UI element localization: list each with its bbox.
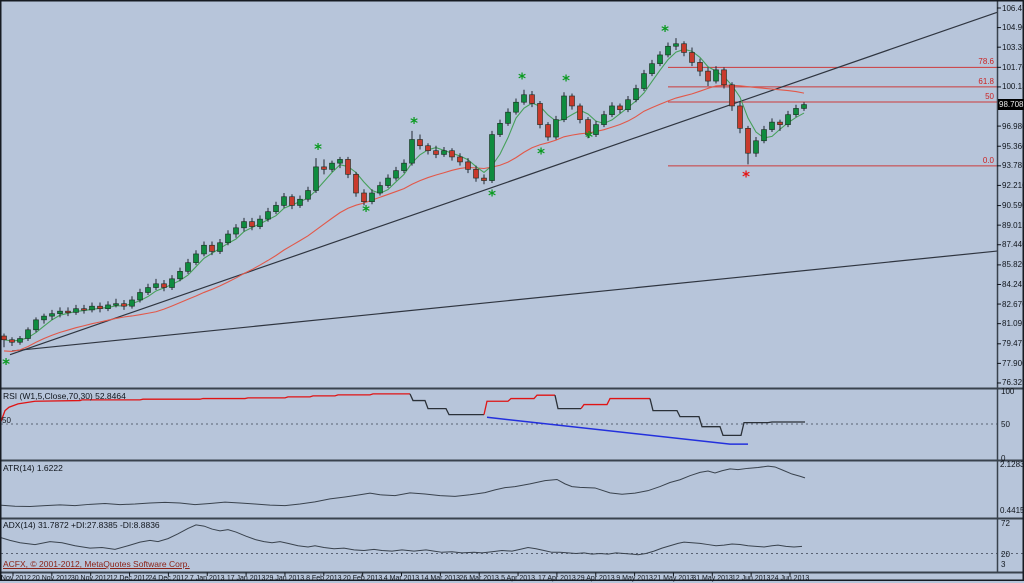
- time-axis[interactable]: [0, 572, 1024, 581]
- price-axis[interactable]: [997, 0, 1024, 572]
- main-chart-panel[interactable]: [0, 0, 997, 388]
- adx-indicator-label: ADX(14) 31.7872 +DI:27.8385 -DI:8.8836: [3, 521, 160, 530]
- atr-panel[interactable]: [0, 461, 997, 518]
- rsi-panel[interactable]: [0, 389, 997, 460]
- rsi-indicator-label: RSI (W1,5,Close,70,30) 52.8464: [3, 392, 126, 401]
- rsi-midline-label: 50: [2, 416, 11, 425]
- current-price-tag: 98.708: [998, 99, 1024, 110]
- copyright-text: ACFX, © 2001-2012, MetaQuotes Software C…: [3, 559, 190, 569]
- atr-indicator-label: ATR(14) 1.6222: [3, 464, 63, 473]
